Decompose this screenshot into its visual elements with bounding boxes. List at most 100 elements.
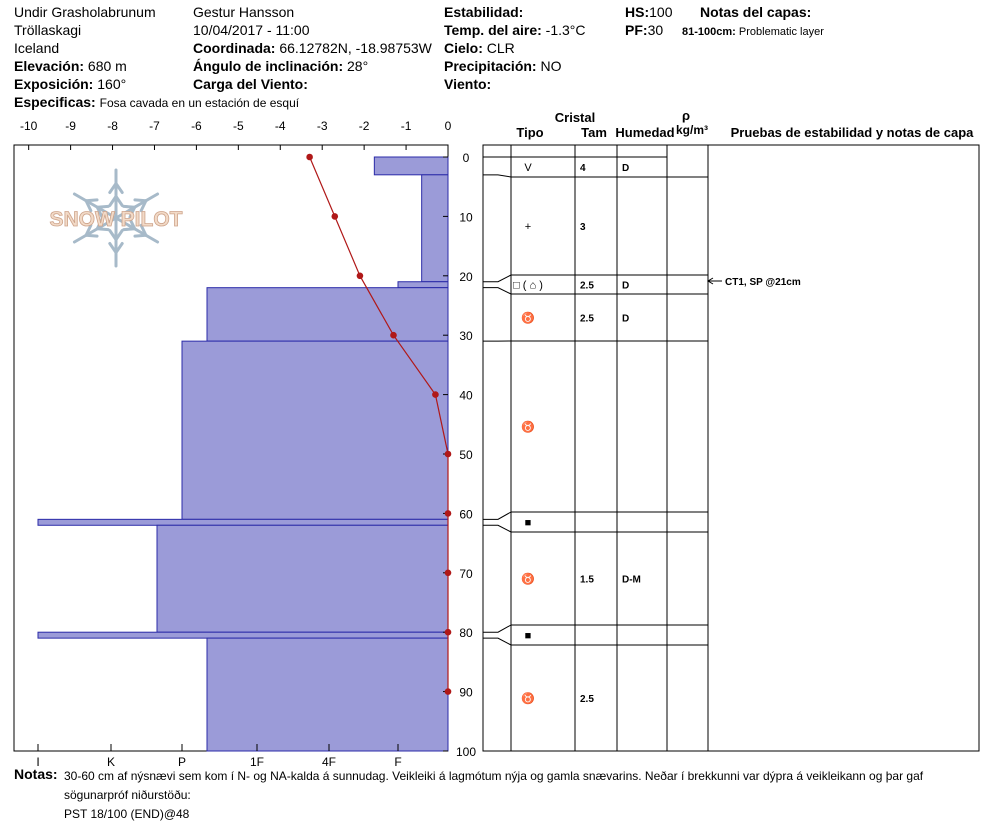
snowflake-branch [84,223,93,237]
temperature-line [309,156,449,692]
sky-value: CLR [486,40,515,56]
layer-connector [483,511,512,520]
col-cristal: Cristal [555,110,595,125]
temperature-point [356,272,364,280]
stability-test-marker [707,277,722,285]
specifics-label: Especificas: [14,94,96,110]
snowflake-branch [84,199,93,213]
air-temp-row: Temp. del aire: -1.3°C [444,22,586,38]
snowflake-arm [114,192,160,220]
snowflake-branch [108,229,118,242]
temperature-point [306,153,313,161]
layer-note: 81-100cm: Problematic layer [682,24,824,40]
grain-type-symbol: ■ [525,630,532,642]
col-density-unit: kg/m³ [676,123,708,137]
aspect-label: Exposición: [14,76,94,92]
grain-size: 2.5 [580,694,594,705]
layer-connector [483,274,512,283]
snowflake-branch [139,223,148,237]
precip-label: Precipitación: [444,58,537,74]
coordinate-row: Coordinada: 66.12782N, -18.98753W [193,40,432,56]
sky-row: Cielo: CLR [444,40,515,56]
hs-value: 100 [649,4,673,20]
snowflake-branch [139,199,148,213]
grain-size: 2.5 [580,314,594,325]
grain-type-symbol: ■ [525,517,532,529]
hs-label: HS: [625,4,650,20]
col-tam: Tam [581,125,607,140]
hardness-bar [206,637,449,752]
coordinate-value: 66.12782N, -18.98753W [279,40,432,56]
hardness-bar [421,174,449,283]
snowflake-arm [72,192,118,220]
layer-moisture: D-M [622,575,641,586]
col-rho: ρ [682,108,690,123]
snowflake-arm [114,216,160,244]
snowflake-branch [84,198,99,203]
layer-connector [483,524,512,533]
col-tipo: Tipo [516,125,543,140]
observation-datetime: 10/04/2017 - 11:00 [193,22,310,38]
hardness-bar [397,281,449,289]
slope-label: Ángulo de inclinación: [193,58,344,74]
col-humedad: Humedad [615,125,674,140]
slope-row: Ángulo de inclinación: 28° [193,58,368,74]
slope-value: 28° [347,58,369,74]
air-temp-label: Temp. del aire: [444,22,542,38]
grain-type-symbol: ♉ [521,573,535,586]
layer-moisture: D [622,314,629,325]
snowflake-branch [95,217,104,231]
snowpilot-logo-text: SNOW PILOT [50,208,183,231]
hardness-bar [156,524,449,633]
snowflake-branch [114,229,124,242]
snowflake-branch [128,217,137,231]
stability-test-text: CT1, SP @21cm [725,277,801,288]
grain-type-symbol: □ ( ⌂ ) [513,280,543,292]
layer-connector [483,174,512,178]
layer-connector [483,287,512,295]
hardness-bar [181,340,449,520]
elevation-value: 680 m [87,58,127,74]
notes-line-3: PST 18/100 (END)@48 [64,807,190,821]
hs-row: HS:100 [625,4,672,20]
grain-size: 2.5 [580,281,594,292]
layer-notes-label: Notas del capas: [700,4,812,20]
depth-tick-label: 40 [459,389,473,403]
temp-tick-label: -2 [359,119,370,133]
snowflake-branch [122,227,137,232]
temp-tick-label: -8 [107,119,118,133]
grain-type-symbol: + [525,221,531,233]
snowflake-branch [133,233,148,238]
grain-size: 4 [580,163,586,174]
temp-tick-label: -6 [191,119,202,133]
location-name: Undir Grasholabrunum [14,4,156,20]
temperature-point [444,450,452,458]
snowflake-branch [108,181,118,195]
layer-connector [483,637,512,646]
snowflake-branch [95,204,110,209]
depth-tick-label: 10 [459,210,473,224]
region-name: Tröllaskagi [14,22,82,38]
snow-profile-chart: SNOW PILOT -10 -9 -8 -7 -6 -5 -4 -3 -2 -1 00102030… [13,108,980,769]
hardness-tick-label: F [394,755,401,769]
pf-label: PF: [625,22,648,38]
aspect-row: Exposición: 160° [14,76,126,92]
specifics-value: Fosa cavada en un estación de esquí [99,96,300,110]
temp-tick-label: -10 [20,119,38,133]
elevation-label: Elevación: [14,58,85,74]
notes-label: Notas: [14,766,58,782]
layer-moisture: D [622,281,629,292]
grain-type-symbol: ♉ [521,312,535,325]
grain-type-symbol: ♉ [521,421,535,434]
temperature-point [432,391,439,398]
temperature-point [444,510,452,517]
elevation-row: Elevación: 680 m [14,58,127,74]
temperature-point [444,688,452,695]
snowflake-branch [84,233,99,238]
layer-connector [483,624,512,633]
temp-tick-label: -5 [233,119,244,133]
temperature-point [331,213,339,220]
wind-label: Viento: [444,76,492,92]
snowflake-branch [108,241,118,255]
snowflake-branch [114,194,124,207]
